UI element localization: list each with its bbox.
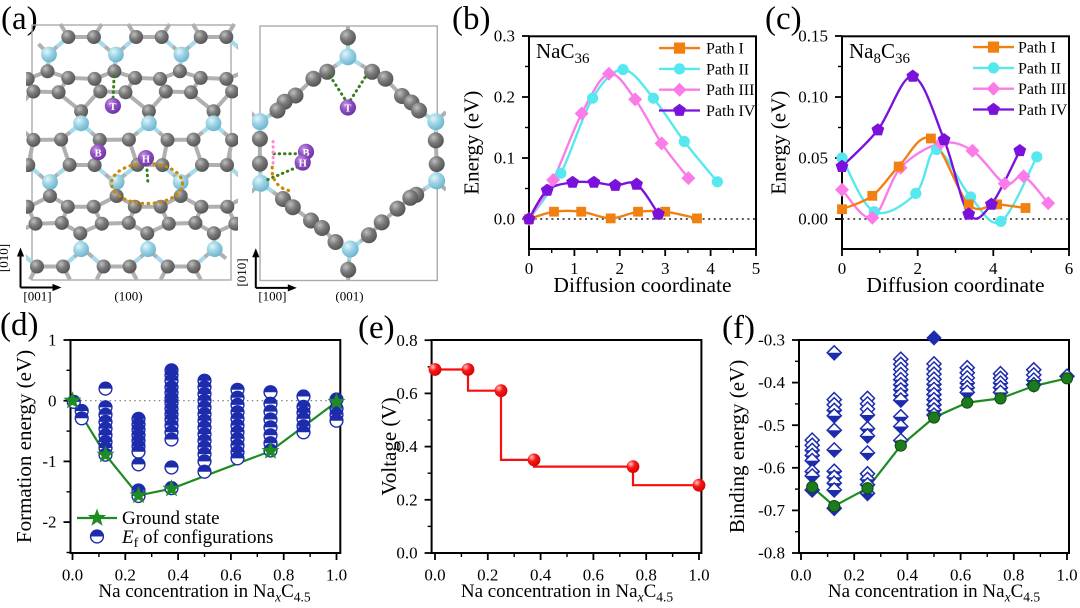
svg-text:0.4: 0.4: [530, 566, 552, 585]
svg-text:0.0: 0.0: [396, 544, 417, 563]
svg-text:0.10: 0.10: [798, 88, 828, 107]
svg-text:0.0: 0.0: [790, 566, 811, 585]
svg-text:4: 4: [706, 259, 715, 278]
svg-text:Path II: Path II: [1018, 60, 1061, 77]
svg-text:0.0: 0.0: [62, 566, 83, 585]
svg-text:3: 3: [661, 259, 670, 278]
svg-text:(c): (c): [765, 1, 802, 37]
svg-text:Path III: Path III: [706, 82, 754, 99]
svg-text:Path I: Path I: [1018, 40, 1056, 57]
svg-text:0.8: 0.8: [273, 566, 294, 585]
svg-text:Path IV: Path IV: [706, 103, 756, 120]
svg-text:1.0: 1.0: [688, 566, 709, 585]
svg-text:-0.4: -0.4: [758, 373, 785, 392]
svg-text:0.8: 0.8: [396, 331, 417, 350]
svg-text:Energy (eV): Energy (eV): [460, 91, 484, 195]
svg-text:0.4: 0.4: [897, 566, 919, 585]
svg-text:Ground state: Ground state: [122, 508, 220, 529]
svg-text:0.2: 0.2: [494, 88, 515, 107]
svg-text:0.4: 0.4: [167, 566, 189, 585]
svg-text:(d): (d): [0, 307, 38, 343]
svg-text:0.8: 0.8: [1003, 566, 1024, 585]
svg-text:0.2: 0.2: [844, 566, 865, 585]
svg-text:2: 2: [616, 259, 625, 278]
svg-text:0.05: 0.05: [798, 149, 828, 168]
svg-text:0.2: 0.2: [396, 490, 417, 509]
svg-text:1.0: 1.0: [1056, 566, 1077, 585]
svg-text:Na concentration in NaxC4.5: Na concentration in NaxC4.5: [828, 581, 1041, 605]
svg-text:0.15: 0.15: [798, 27, 828, 46]
svg-text:-2: -2: [42, 513, 56, 532]
svg-text:(b): (b): [452, 1, 490, 37]
svg-text:(100): (100): [114, 289, 142, 304]
svg-text:-1: -1: [42, 452, 56, 471]
svg-text:0.2: 0.2: [477, 566, 498, 585]
svg-text:(f): (f): [722, 310, 755, 346]
svg-text:0.3: 0.3: [494, 27, 515, 46]
svg-text:1: 1: [48, 331, 57, 350]
svg-text:Formation energy (eV): Formation energy (eV): [12, 350, 36, 543]
svg-text:1: 1: [570, 259, 579, 278]
svg-text:-0.6: -0.6: [758, 458, 785, 477]
svg-text:0: 0: [525, 259, 534, 278]
svg-text:[010]: [010]: [234, 258, 249, 286]
svg-text:B: B: [95, 148, 102, 159]
svg-text:(e): (e): [358, 310, 395, 346]
svg-text:-0.8: -0.8: [758, 544, 785, 563]
svg-text:Diffusion coordinate: Diffusion coordinate: [553, 273, 731, 297]
svg-text:Na concentration in NaxC4.5: Na concentration in NaxC4.5: [98, 581, 311, 605]
svg-text:B: B: [302, 148, 309, 159]
svg-text:0: 0: [48, 391, 57, 410]
svg-text:0.6: 0.6: [583, 566, 604, 585]
svg-text:0.6: 0.6: [220, 566, 241, 585]
svg-text:4: 4: [989, 259, 998, 278]
svg-text:0.1: 0.1: [494, 149, 515, 168]
svg-text:Na concentration in NaxC4.5: Na concentration in NaxC4.5: [461, 581, 674, 605]
svg-text:[010]: [010]: [0, 244, 11, 272]
svg-text:Path III: Path III: [1018, 81, 1066, 98]
svg-text:0.8: 0.8: [636, 566, 657, 585]
svg-text:6: 6: [1065, 259, 1074, 278]
svg-text:Voltage (V): Voltage (V): [377, 397, 401, 495]
svg-text:[100]: [100]: [258, 289, 286, 304]
svg-text:T: T: [344, 104, 351, 115]
svg-text:1.0: 1.0: [326, 566, 347, 585]
svg-text:0.6: 0.6: [950, 566, 971, 585]
svg-text:0.4: 0.4: [396, 437, 418, 456]
svg-text:2: 2: [913, 259, 922, 278]
svg-text:0.0: 0.0: [494, 210, 515, 229]
svg-text:[001]: [001]: [23, 289, 51, 304]
svg-text:Path I: Path I: [706, 41, 744, 58]
svg-text:-0.7: -0.7: [758, 501, 785, 520]
svg-text:H: H: [142, 154, 150, 165]
svg-text:0.0: 0.0: [424, 566, 445, 585]
svg-text:(001): (001): [335, 289, 363, 304]
svg-text:H: H: [299, 159, 307, 170]
svg-text:5: 5: [752, 259, 761, 278]
svg-text:Energy (eV): Energy (eV): [767, 91, 791, 195]
svg-text:Path IV: Path IV: [1018, 102, 1068, 119]
svg-text:T: T: [109, 102, 116, 113]
svg-text:0.6: 0.6: [396, 384, 417, 403]
svg-text:Diffusion coordinate: Diffusion coordinate: [866, 273, 1044, 297]
svg-text:-0.3: -0.3: [758, 331, 785, 350]
svg-text:Path II: Path II: [706, 61, 749, 78]
svg-text:0: 0: [838, 259, 847, 278]
svg-text:0.00: 0.00: [798, 210, 828, 229]
svg-text:-0.5: -0.5: [758, 416, 785, 435]
svg-text:0.2: 0.2: [115, 566, 136, 585]
svg-text:Ef of configurations: Ef of configurations: [121, 527, 273, 551]
svg-text:Binding energy (eV): Binding energy (eV): [725, 360, 749, 533]
